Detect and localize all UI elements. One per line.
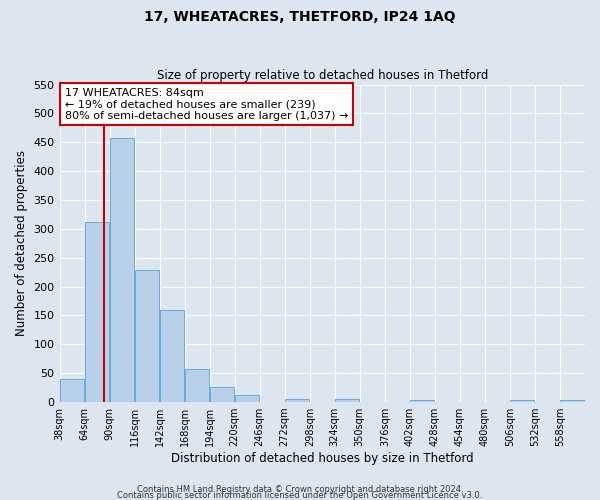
Bar xyxy=(560,400,584,402)
Bar xyxy=(235,395,259,402)
Y-axis label: Number of detached properties: Number of detached properties xyxy=(15,150,28,336)
Title: Size of property relative to detached houses in Thetford: Size of property relative to detached ho… xyxy=(157,69,488,82)
Bar xyxy=(210,387,234,402)
Bar xyxy=(511,400,535,402)
Text: 17 WHEATACRES: 84sqm
← 19% of detached houses are smaller (239)
80% of semi-deta: 17 WHEATACRES: 84sqm ← 19% of detached h… xyxy=(65,88,348,121)
Bar xyxy=(285,399,309,402)
Text: 17, WHEATACRES, THETFORD, IP24 1AQ: 17, WHEATACRES, THETFORD, IP24 1AQ xyxy=(144,10,456,24)
Bar xyxy=(135,270,159,402)
Text: Contains public sector information licensed under the Open Government Licence v3: Contains public sector information licen… xyxy=(118,491,482,500)
Bar xyxy=(160,310,184,402)
Bar xyxy=(110,138,134,402)
X-axis label: Distribution of detached houses by size in Thetford: Distribution of detached houses by size … xyxy=(171,452,473,465)
Bar xyxy=(335,399,359,402)
Bar xyxy=(410,400,434,402)
Bar xyxy=(85,222,109,402)
Bar xyxy=(185,369,209,402)
Text: Contains HM Land Registry data © Crown copyright and database right 2024.: Contains HM Land Registry data © Crown c… xyxy=(137,485,463,494)
Bar xyxy=(60,379,84,402)
